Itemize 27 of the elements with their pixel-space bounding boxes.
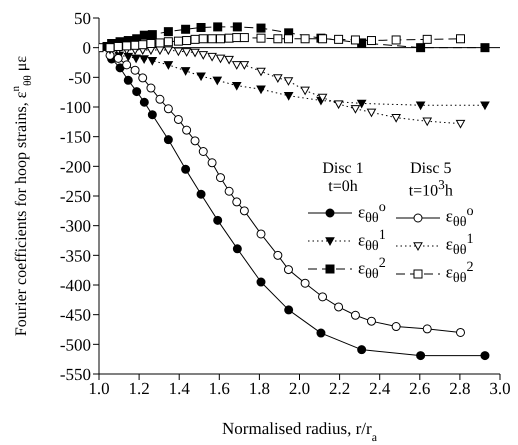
y-tick-label: 50	[74, 9, 91, 28]
y-tick-label: -50	[68, 68, 91, 88]
y-tick-label: -450	[60, 306, 91, 325]
x-tick-label: 2.8	[449, 379, 471, 398]
x-tick-label: 3.0	[489, 379, 511, 398]
y-tick-label: -250	[60, 187, 91, 206]
x-tick-label: 1.4	[168, 379, 190, 398]
y-tick-label: 0	[82, 38, 91, 58]
annotation: Disc 1 t=0h	[321, 160, 365, 196]
annotation: Disc 5 t=10$^{3}$h	[408, 160, 454, 200]
y-tick-label: -500	[60, 335, 91, 354]
y-tick-label: -350	[60, 246, 91, 266]
x-tick-label: 1.2	[128, 379, 150, 398]
x-axis-title: Normalised radius, r/r$_{a}$	[222, 419, 378, 444]
y-tick-label: -150	[60, 128, 91, 147]
x-tick-label: 2.4	[369, 379, 391, 398]
y-tick-label: -100	[60, 98, 91, 118]
x-tick-label: 2.6	[409, 379, 430, 398]
x-tick-label: 1.6	[208, 379, 230, 398]
y-tick-label: -400	[60, 276, 91, 296]
x-tick-label: 1.8	[248, 379, 270, 398]
x-tick-label: 1.0	[88, 379, 110, 398]
x-tick-label: 2.2	[328, 379, 350, 398]
y-tick-label: -550	[60, 365, 91, 384]
y-tick-label: -300	[60, 216, 91, 236]
y-tick-label: -200	[60, 157, 91, 176]
x-tick-label: 2.0	[288, 379, 310, 398]
